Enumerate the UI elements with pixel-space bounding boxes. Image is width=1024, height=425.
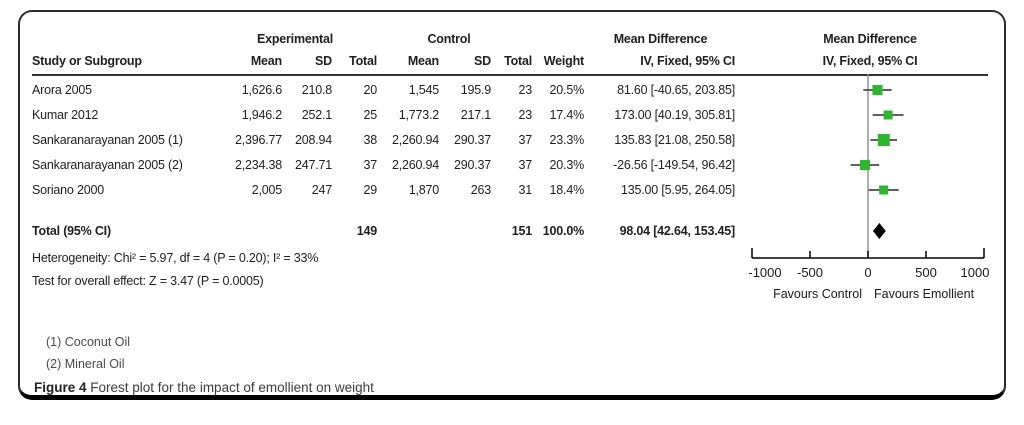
axis-tick-label: -500 [797,265,823,280]
group-header-control: Control [427,32,471,46]
weight-value: 17.4% [549,108,585,122]
ctrl-sd: 217.1 [460,108,491,122]
axis-tick-label: 500 [915,265,937,280]
col-header-ctrl-total: Total [504,54,532,68]
axis-tick-label: 1000 [961,265,990,280]
weight-value: 23.3% [549,133,585,147]
study-row: Arora 2005 1,626.6 210.8 20 1,545 195.9 23 20.5… [20,82,1004,99]
forest-plot-svg: -1000 -500 0 500 1000 Favours Control Favours … [748,74,990,301]
figure-caption-text: Forest plot for the impact of emollient … [86,380,374,395]
study-name: Soriano 2000 [32,183,104,197]
ctrl-sd: 290.37 [453,133,491,147]
weight-value: 20.5% [549,83,585,97]
iv-estimate: 173.00 [40.19, 305.81] [614,108,735,122]
exp-mean: 2,396.77 [234,133,282,147]
study-row: Sankaranarayanan 2005 (2) 2,234.38 247.71 3… [20,157,1004,174]
exp-mean: 2,234.38 [234,158,282,172]
exp-sd: 247.71 [294,158,332,172]
study-row: Soriano 2000 2,005 247 29 1,870 263 31 18.4% 135… [20,182,1004,199]
study-row: Kumar 2012 1,946.2 252.1 25 1,773.2 217.1 23 17… [20,107,1004,124]
total-ctrl-total: 151 [511,224,532,238]
header-divider [32,74,988,76]
ctrl-mean: 2,260.94 [391,158,439,172]
effect-marker [859,160,870,170]
ctrl-mean: 2,260.94 [391,133,439,147]
total-row: Total (95% CI) 149 151 100.0% 98.04 [42.… [20,223,1004,240]
axis-tick-label: 0 [864,265,871,280]
exp-sd: 208.94 [294,133,332,147]
iv-estimate: 81.60 [-40.65, 203.85] [617,83,735,97]
total-exp-total: 149 [356,224,377,238]
exp-total: 25 [363,108,377,122]
ctrl-mean: 1,773.2 [398,108,440,122]
study-name: Sankaranarayanan 2005 (1) [32,133,183,147]
heterogeneity-text: Heterogeneity: Chi² = 5.97, df = 4 (P = … [32,251,319,265]
effect-marker [877,134,890,146]
figure-caption: Figure 4 Forest plot for the impact of e… [34,379,374,397]
study-name: Sankaranarayanan 2005 (2) [32,158,183,172]
ctrl-mean: 1,545 [408,83,439,97]
study-name: Arora 2005 [32,83,92,97]
exp-total: 37 [363,158,377,172]
effect-marker [879,185,889,195]
ctrl-sd: 263 [470,183,491,197]
forest-plot-figure: Experimental Control Mean Difference Mea… [20,12,1004,395]
ctrl-total: 23 [518,83,532,97]
forest-plot-graphic: -1000 -500 0 500 1000 Favours Control Favours … [745,74,995,314]
favours-left-label: Favours Control [773,287,862,301]
iv-estimate: 135.00 [5.95, 264.05] [621,183,735,197]
exp-mean: 2,005 [251,183,282,197]
iv-estimate: -26.56 [-149.54, 96.42] [613,158,735,172]
total-weight: 100.0% [542,224,584,238]
col-header-exp-mean: Mean [250,54,282,68]
group-header-experimental: Experimental [256,32,334,46]
effect-marker [872,85,883,95]
ctrl-total: 37 [518,133,532,147]
ctrl-total: 37 [518,158,532,172]
ctrl-total: 23 [518,108,532,122]
exp-mean: 1,626.6 [241,83,283,97]
total-iv: 98.04 [42.64, 153.45] [619,224,736,238]
col-header-exp-sd: SD [315,54,332,68]
effect-marker [883,110,893,120]
exp-mean: 1,946.2 [241,108,283,122]
exp-total: 20 [363,83,377,97]
study-row: Sankaranarayanan 2005 (1) 2,396.77 208.94 3… [20,132,1004,149]
group-header-mean-difference-table: Mean Difference [613,32,708,46]
weight-value: 20.3% [549,158,585,172]
column-header-row: Study or Subgroup Mean SD Total Mean SD … [20,53,1004,70]
ctrl-total: 31 [518,183,532,197]
col-header-ctrl-mean: Mean [407,54,439,68]
exp-total: 38 [363,133,377,147]
overall-effect-text: Test for overall effect: Z = 3.47 (P = 0… [32,274,264,288]
col-header-study: Study or Subgroup [32,54,142,68]
col-header-weight: Weight [543,54,584,68]
exp-sd: 247 [311,183,332,197]
favours-right-label: Favours Emollient [874,287,975,301]
group-header-mean-difference-plot: Mean Difference [823,32,917,46]
pooled-diamond [872,223,886,239]
axis-tick-label: -1000 [748,265,781,280]
ctrl-sd: 195.9 [460,83,491,97]
ctrl-sd: 290.37 [453,158,491,172]
figure-caption-label: Figure 4 [34,380,87,395]
figure-card: Experimental Control Mean Difference Mea… [18,10,1006,400]
exp-sd: 252.1 [301,108,332,122]
footnote-2: (2) Mineral Oil [46,357,125,371]
col-header-ctrl-sd: SD [474,54,491,68]
total-label: Total (95% CI) [32,224,111,238]
col-header-iv: IV, Fixed, 95% CI [640,54,735,68]
ctrl-mean: 1,870 [408,183,439,197]
exp-sd: 210.8 [301,83,332,97]
weight-value: 18.4% [549,183,585,197]
footnote-1: (1) Coconut Oil [46,335,131,349]
study-name: Kumar 2012 [32,108,99,122]
col-header-iv-plot: IV, Fixed, 95% CI [822,54,918,68]
col-header-exp-total: Total [349,54,377,68]
iv-estimate: 135.83 [21.08, 250.58] [614,133,735,147]
exp-total: 29 [363,183,377,197]
